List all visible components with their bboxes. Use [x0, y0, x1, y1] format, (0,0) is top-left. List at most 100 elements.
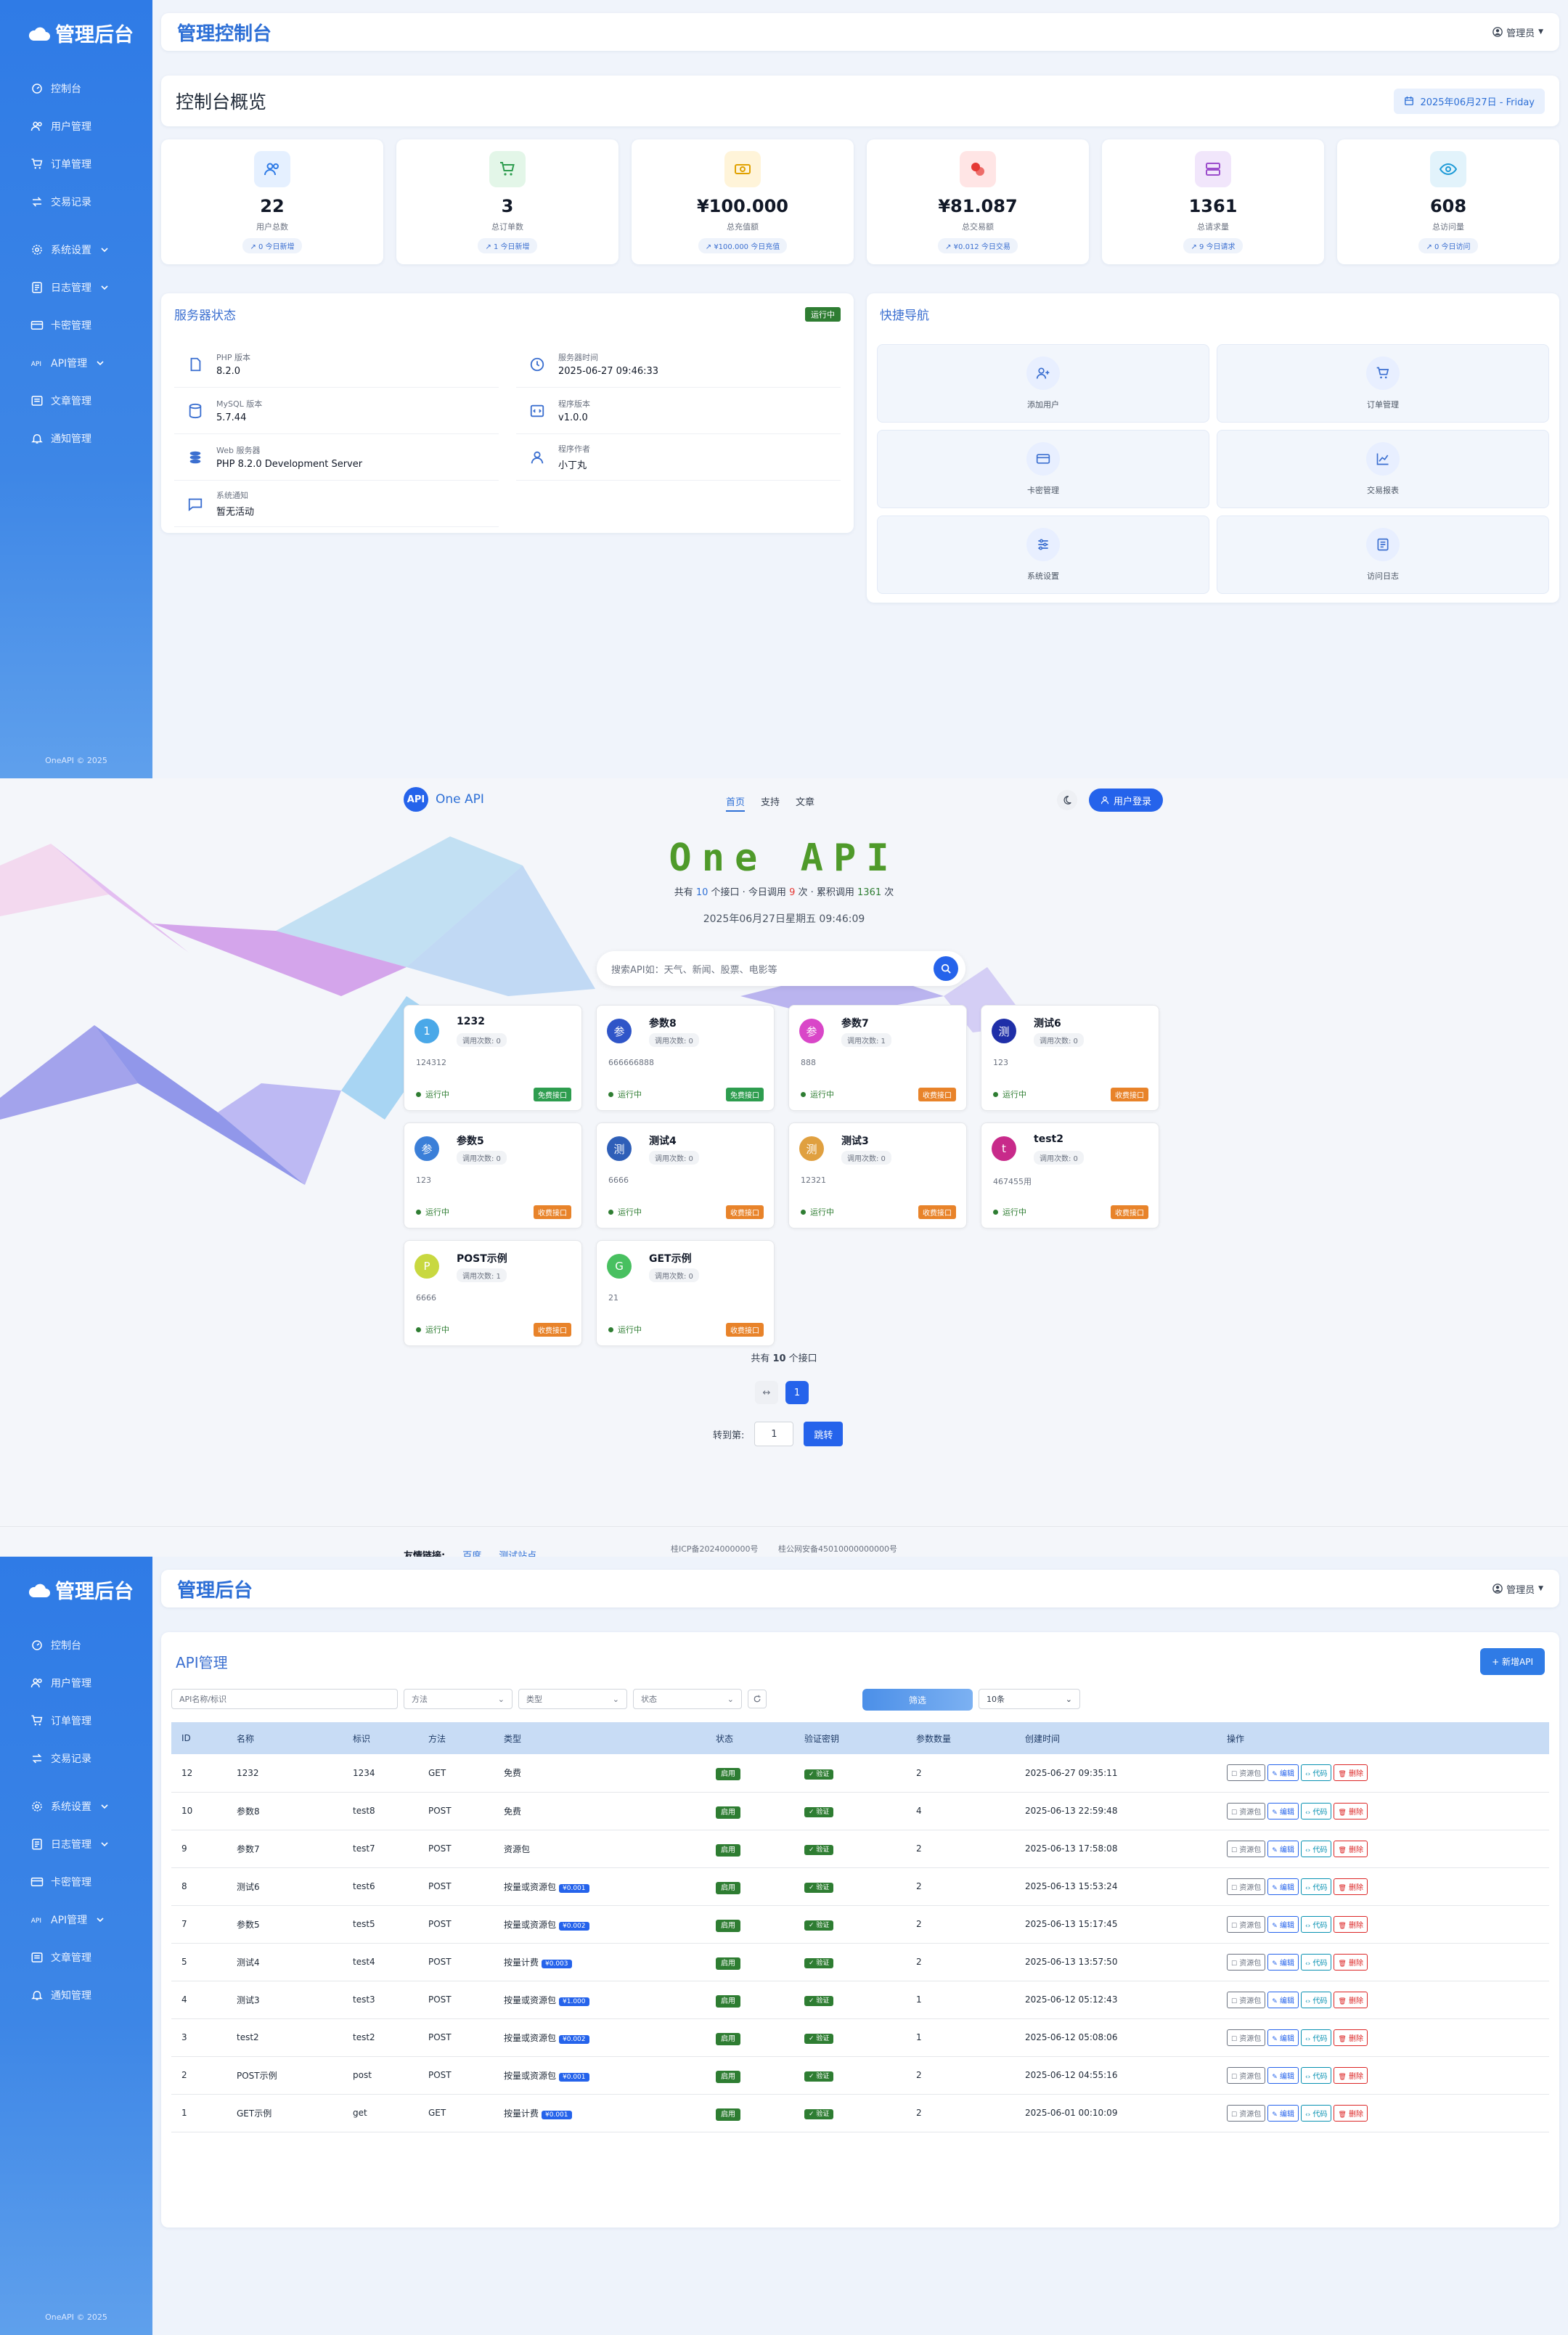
- status-pill[interactable]: 启用: [716, 1881, 740, 1894]
- row-action-button[interactable]: ☐ 资源包: [1227, 1840, 1266, 1857]
- sidebar-item[interactable]: 用户管理: [0, 1664, 152, 1702]
- quick-nav-item[interactable]: 访问日志: [1217, 516, 1549, 594]
- status-select[interactable]: 状态 ⌄: [633, 1689, 742, 1709]
- row-action-button[interactable]: 🗑 删除: [1334, 2066, 1368, 2084]
- status-pill[interactable]: 启用: [716, 1768, 740, 1781]
- api-search-box[interactable]: 搜索API如：天气、新闻、股票、电影等: [597, 951, 965, 986]
- sidebar-item[interactable]: API API管理: [0, 344, 152, 382]
- user-menu[interactable]: 管理员 ▼: [1493, 1582, 1543, 1596]
- row-action-button[interactable]: ‹› 代码: [1301, 1915, 1332, 1933]
- quick-nav-item[interactable]: 系统设置: [877, 516, 1209, 594]
- sidebar-item[interactable]: 卡密管理: [0, 1863, 152, 1901]
- api-name-filter[interactable]: API名称/标识: [171, 1689, 398, 1709]
- row-action-button[interactable]: ✎ 编辑: [1267, 1802, 1299, 1819]
- sidebar-item[interactable]: 日志管理: [0, 1825, 152, 1863]
- quick-nav-item[interactable]: 卡密管理: [877, 430, 1209, 508]
- api-card[interactable]: P POST示例 调用次数: 1 6666 运行中 收费接口: [404, 1240, 582, 1346]
- row-action-button[interactable]: ‹› 代码: [1301, 1764, 1332, 1782]
- api-card[interactable]: 1 1232 调用次数: 0 124312 运行中 免费接口: [404, 1005, 582, 1111]
- table-row[interactable]: 7 参数5 test5 POST 按量或资源包 ¥0.002 启用 ✓ 验证 2 2025-06-…: [171, 1905, 1549, 1944]
- row-action-button[interactable]: 🗑 删除: [1334, 2104, 1368, 2122]
- prev-page-button[interactable]: ↔: [755, 1381, 778, 1404]
- status-pill[interactable]: 启用: [716, 2108, 740, 2121]
- row-action-button[interactable]: 🗑 删除: [1334, 1915, 1368, 1933]
- status-pill[interactable]: 启用: [716, 2070, 740, 2083]
- portal-menu-item[interactable]: 支持: [761, 797, 780, 808]
- row-action-button[interactable]: ☐ 资源包: [1227, 1764, 1266, 1782]
- login-button[interactable]: 用户登录: [1089, 788, 1164, 812]
- row-action-button[interactable]: ☐ 资源包: [1227, 1915, 1266, 1933]
- sidebar-item[interactable]: 控制台: [0, 70, 152, 107]
- row-action-button[interactable]: ‹› 代码: [1301, 1953, 1332, 1971]
- quick-nav-item[interactable]: 添加用户: [877, 344, 1209, 423]
- row-action-button[interactable]: ✎ 编辑: [1267, 1991, 1299, 2008]
- row-action-button[interactable]: ‹› 代码: [1301, 1840, 1332, 1857]
- row-action-button[interactable]: ☐ 资源包: [1227, 1878, 1266, 1895]
- search-button[interactable]: [934, 956, 958, 981]
- sidebar-item[interactable]: 文章管理: [0, 1939, 152, 1976]
- row-action-button[interactable]: 🗑 删除: [1334, 2029, 1368, 2046]
- row-action-button[interactable]: ‹› 代码: [1301, 2029, 1332, 2046]
- status-pill[interactable]: 启用: [716, 1919, 740, 1932]
- filter-button[interactable]: 筛选: [862, 1689, 973, 1711]
- table-row[interactable]: 1 GET示例 get GET 按量计费 ¥0.001 启用 ✓ 验证 2 2025-06-01 …: [171, 2094, 1549, 2132]
- refresh-button[interactable]: [748, 1690, 767, 1708]
- row-action-button[interactable]: ✎ 编辑: [1267, 1840, 1299, 1857]
- api-card[interactable]: 测 测试4 调用次数: 0 6666 运行中 收费接口: [596, 1122, 775, 1228]
- quick-nav-item[interactable]: 订单管理: [1217, 344, 1549, 423]
- status-pill[interactable]: 启用: [716, 2032, 740, 2045]
- table-row[interactable]: 9 参数7 test7 POST 资源包 启用 ✓ 验证 2 2025-06-13 17:58:…: [171, 1830, 1549, 1868]
- status-pill[interactable]: 启用: [716, 1806, 740, 1819]
- sidebar-item[interactable]: 卡密管理: [0, 306, 152, 344]
- sidebar-logo[interactable]: 管理后台: [28, 1576, 134, 1604]
- jump-page-input[interactable]: 1: [754, 1422, 794, 1446]
- row-action-button[interactable]: 🗑 删除: [1334, 1764, 1368, 1782]
- friend-link[interactable]: 百度: [462, 1551, 482, 1557]
- table-row[interactable]: 5 测试4 test4 POST 按量计费 ¥0.003 启用 ✓ 验证 2 2025-06-13…: [171, 1943, 1549, 1981]
- police-link[interactable]: 桂公网安备45010000000000号: [778, 1544, 898, 1554]
- row-action-button[interactable]: 🗑 删除: [1334, 1840, 1368, 1857]
- row-action-button[interactable]: ☐ 资源包: [1227, 2104, 1266, 2122]
- sidebar-item[interactable]: 控制台: [0, 1626, 152, 1664]
- api-card[interactable]: 测 测试6 调用次数: 0 123 运行中 收费接口: [981, 1005, 1159, 1111]
- method-select[interactable]: 方法 ⌄: [404, 1689, 513, 1709]
- table-row[interactable]: 10 参数8 test8 POST 免费 启用 ✓ 验证 4 2025-06-13 22:59:…: [171, 1792, 1549, 1830]
- status-pill[interactable]: 启用: [716, 1957, 740, 1970]
- sidebar-item[interactable]: 订单管理: [0, 145, 152, 183]
- table-row[interactable]: 4 测试3 test3 POST 按量或资源包 ¥1.000 启用 ✓ 验证 1 2025-06-…: [171, 1981, 1549, 2019]
- sidebar-item[interactable]: 系统设置: [0, 231, 152, 269]
- row-action-button[interactable]: ✎ 编辑: [1267, 1878, 1299, 1895]
- sidebar-item[interactable]: 通知管理: [0, 420, 152, 457]
- type-select[interactable]: 类型 ⌄: [518, 1689, 627, 1709]
- sidebar-item[interactable]: 交易记录: [0, 1740, 152, 1777]
- row-action-button[interactable]: ‹› 代码: [1301, 1991, 1332, 2008]
- row-action-button[interactable]: ✎ 编辑: [1267, 2029, 1299, 2046]
- icp-link[interactable]: 桂ICP备2024000000号: [670, 1544, 759, 1554]
- portal-menu-item[interactable]: 文章: [796, 797, 815, 808]
- quick-nav-item[interactable]: 交易报表: [1217, 430, 1549, 508]
- api-card[interactable]: 参 参数5 调用次数: 0 123 运行中 收费接口: [404, 1122, 582, 1228]
- api-card[interactable]: 测 测试3 调用次数: 0 12321 运行中 收费接口: [788, 1122, 967, 1228]
- add-api-button[interactable]: + 新增API: [1480, 1648, 1545, 1675]
- api-card[interactable]: 参 参数7 调用次数: 1 888 运行中 收费接口: [788, 1005, 967, 1111]
- row-action-button[interactable]: ‹› 代码: [1301, 1878, 1332, 1895]
- search-input[interactable]: 搜索API如：天气、新闻、股票、电影等: [611, 964, 777, 976]
- row-action-button[interactable]: ‹› 代码: [1301, 1802, 1332, 1819]
- row-action-button[interactable]: ✎ 编辑: [1267, 2104, 1299, 2122]
- row-action-button[interactable]: ☐ 资源包: [1227, 1802, 1266, 1819]
- sidebar-item[interactable]: 用户管理: [0, 107, 152, 145]
- page-1-button[interactable]: 1: [785, 1381, 809, 1404]
- table-row[interactable]: 12 1232 1234 GET 免费 启用 ✓ 验证 2 2025-06-27 09:35:1…: [171, 1754, 1549, 1793]
- sidebar-logo[interactable]: 管理后台: [28, 19, 134, 47]
- status-pill[interactable]: 启用: [716, 1843, 740, 1857]
- sidebar-item[interactable]: 交易记录: [0, 183, 152, 221]
- page-size-select[interactable]: 10条 ⌄: [979, 1689, 1080, 1709]
- row-action-button[interactable]: ✎ 编辑: [1267, 1915, 1299, 1933]
- row-action-button[interactable]: ✎ 编辑: [1267, 2066, 1299, 2084]
- user-menu[interactable]: 管理员 ▼: [1493, 25, 1543, 39]
- row-action-button[interactable]: ✎ 编辑: [1267, 1953, 1299, 1971]
- table-row[interactable]: 3 test2 test2 POST 按量或资源包 ¥0.002 启用 ✓ 验证 1 2025-0…: [171, 2018, 1549, 2057]
- sidebar-item[interactable]: 日志管理: [0, 269, 152, 306]
- api-card[interactable]: G GET示例 调用次数: 0 21 运行中 收费接口: [596, 1240, 775, 1346]
- row-action-button[interactable]: ✎ 编辑: [1267, 1764, 1299, 1782]
